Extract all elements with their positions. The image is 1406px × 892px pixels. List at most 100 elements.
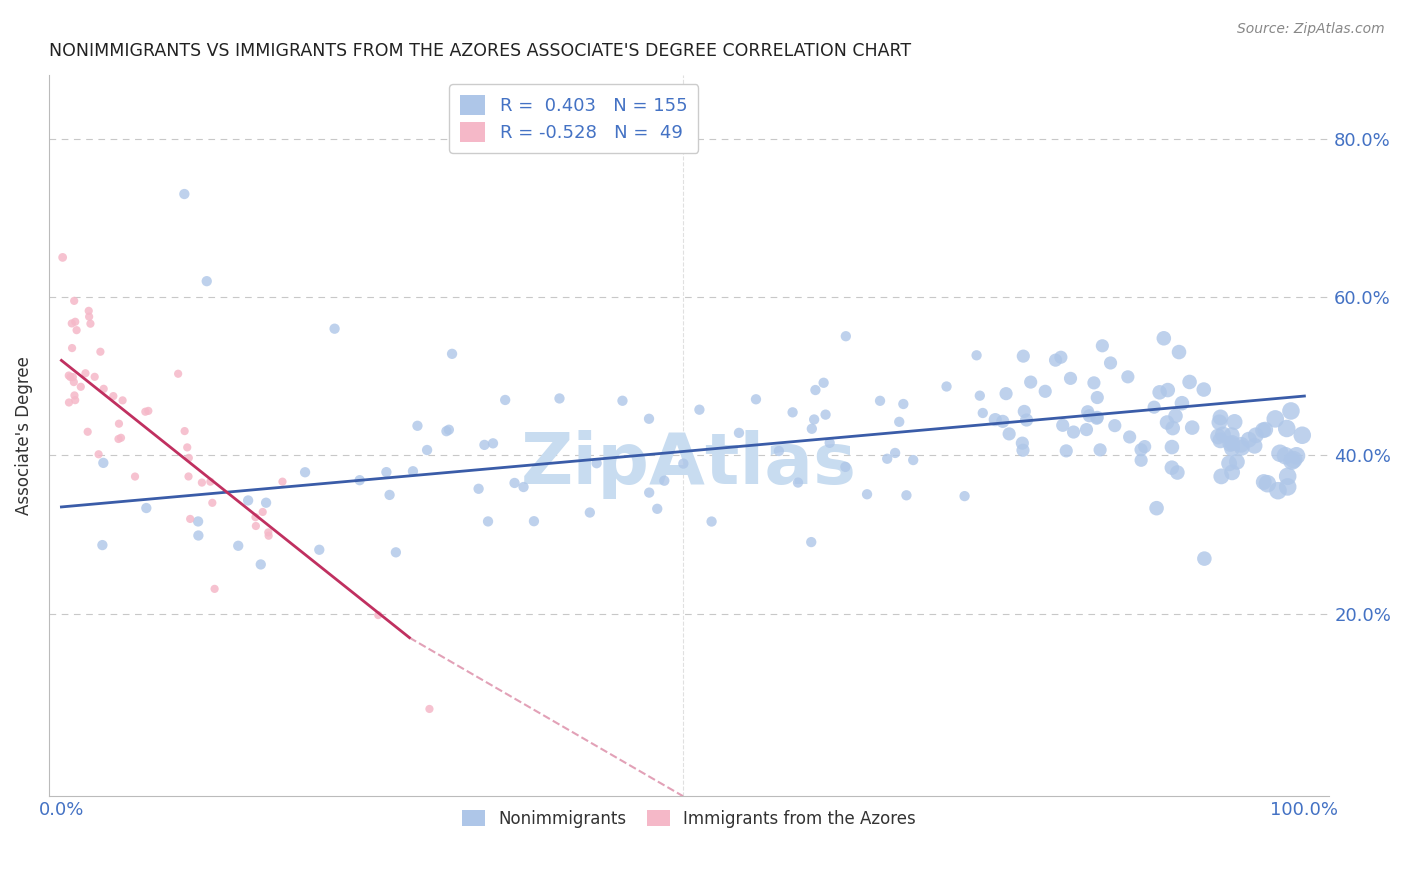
Point [1253, 475, 1275, 489]
Point [1230, 441, 1253, 455]
Point [1085, 411, 1108, 425]
Point [257, 525, 280, 540]
Point [1194, 551, 1216, 566]
Point [418, 702, 440, 716]
Point [467, 482, 489, 496]
Point [998, 426, 1021, 441]
Point [249, 558, 271, 572]
Point [991, 414, 1014, 428]
Point [173, 187, 195, 202]
Point [63, 388, 86, 402]
Point [856, 487, 879, 501]
Point [1130, 453, 1153, 467]
Point [966, 348, 988, 362]
Point [58, 395, 80, 409]
Point [63, 393, 86, 408]
Point [523, 514, 546, 528]
Point [579, 506, 602, 520]
Point [482, 436, 505, 450]
Point [834, 459, 856, 474]
Point [108, 417, 131, 431]
Point [1220, 442, 1243, 456]
Point [612, 393, 634, 408]
Point [1254, 423, 1277, 437]
Legend: Nonimmigrants, Immigrants from the Azores: Nonimmigrants, Immigrants from the Azore… [456, 804, 922, 835]
Point [835, 329, 858, 343]
Point [1220, 428, 1243, 442]
Point [1104, 418, 1126, 433]
Point [1251, 423, 1274, 437]
Point [63, 375, 86, 389]
Point [818, 435, 841, 450]
Point [1052, 418, 1074, 433]
Point [1171, 396, 1194, 410]
Point [1076, 423, 1098, 437]
Point [177, 469, 200, 483]
Point [187, 515, 209, 529]
Point [638, 485, 661, 500]
Point [1033, 384, 1056, 399]
Point [1208, 416, 1230, 430]
Point [245, 510, 267, 524]
Point [62, 370, 84, 384]
Point [1281, 454, 1303, 468]
Point [995, 386, 1018, 401]
Point [1054, 443, 1077, 458]
Point [889, 415, 911, 429]
Point [728, 425, 751, 440]
Point [1268, 446, 1291, 460]
Point [69, 380, 91, 394]
Point [257, 529, 280, 543]
Point [1237, 433, 1260, 447]
Point [1211, 469, 1233, 483]
Point [814, 408, 837, 422]
Point [187, 528, 209, 542]
Point [110, 431, 132, 445]
Point [1166, 466, 1188, 480]
Point [252, 505, 274, 519]
Point [1085, 391, 1108, 405]
Point [52, 251, 75, 265]
Point [135, 501, 157, 516]
Point [969, 389, 991, 403]
Point [416, 442, 439, 457]
Point [1267, 483, 1289, 498]
Point [903, 453, 925, 467]
Point [1219, 437, 1241, 451]
Point [87, 447, 110, 461]
Point [349, 473, 371, 487]
Text: NONIMMIGRANTS VS IMMIGRANTS FROM THE AZORES ASSOCIATE'S DEGREE CORRELATION CHART: NONIMMIGRANTS VS IMMIGRANTS FROM THE AZO… [49, 42, 911, 60]
Point [1143, 400, 1166, 414]
Point [1264, 412, 1286, 426]
Point [136, 404, 159, 418]
Point [477, 515, 499, 529]
Point [884, 446, 907, 460]
Point [1220, 436, 1243, 450]
Point [437, 423, 460, 437]
Point [1277, 480, 1299, 494]
Point [953, 489, 976, 503]
Point [503, 475, 526, 490]
Point [1130, 442, 1153, 457]
Point [1274, 449, 1296, 463]
Point [254, 496, 277, 510]
Point [891, 397, 914, 411]
Point [1285, 449, 1308, 463]
Point [1226, 455, 1249, 469]
Point [896, 488, 918, 502]
Point [1220, 466, 1243, 480]
Point [402, 464, 425, 478]
Point [638, 411, 661, 425]
Point [79, 317, 101, 331]
Point [1282, 452, 1305, 467]
Point [1212, 427, 1234, 442]
Point [1133, 440, 1156, 454]
Point [652, 474, 675, 488]
Point [1230, 438, 1253, 452]
Point [63, 293, 86, 308]
Point [688, 402, 710, 417]
Point [1279, 404, 1302, 418]
Point [200, 475, 222, 489]
Point [1181, 420, 1204, 434]
Point [103, 389, 125, 403]
